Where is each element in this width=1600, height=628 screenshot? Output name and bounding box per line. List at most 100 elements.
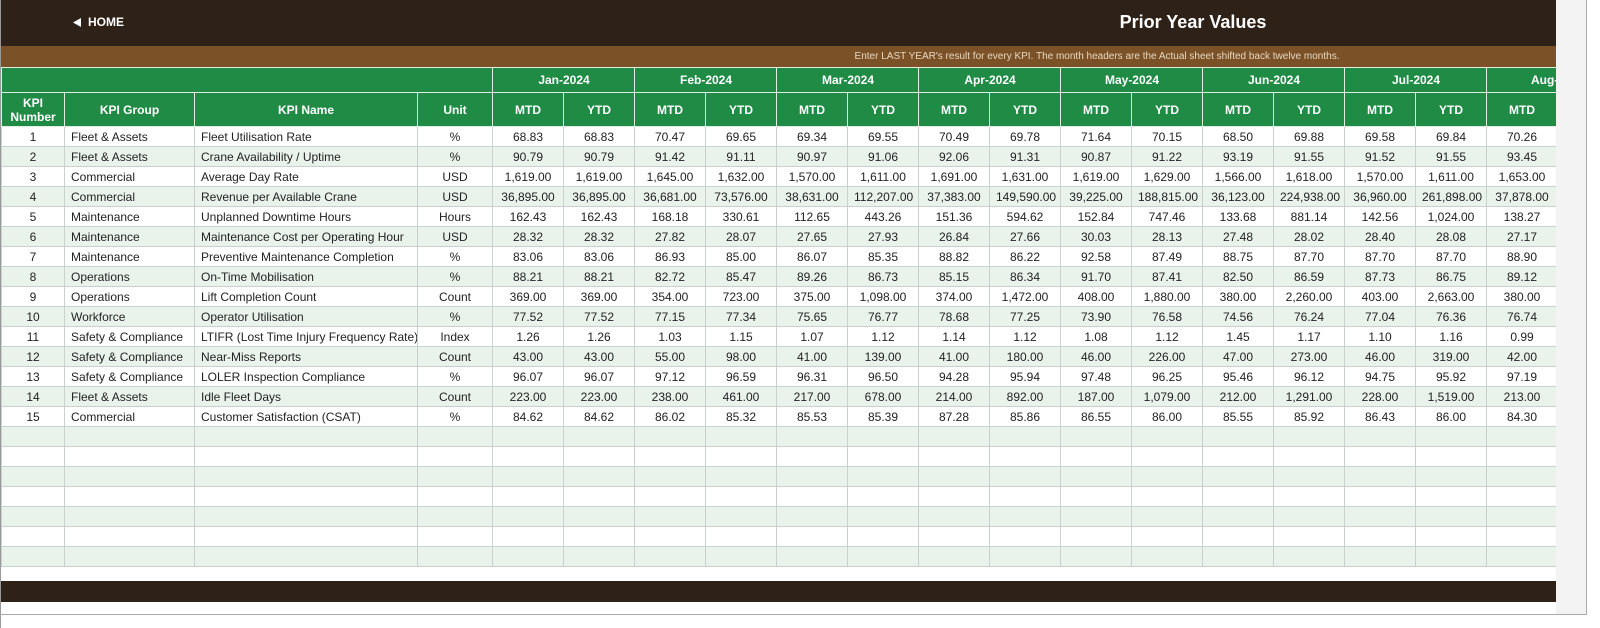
kpi-number: 12	[1, 346, 65, 367]
value-cell: 92.58	[1060, 246, 1132, 267]
value-cell: 83.06	[492, 246, 564, 267]
value-cell: 84.62	[563, 406, 635, 427]
kpi-group: Commercial	[64, 186, 195, 207]
empty-cell	[1415, 506, 1487, 527]
value-cell: 1,880.00	[1131, 286, 1203, 307]
value-cell: 47.00	[1202, 346, 1274, 367]
value-cell: 1.26	[563, 326, 635, 347]
empty-cell	[1344, 426, 1416, 447]
value-cell: 162.43	[492, 206, 564, 227]
value-cell: 1,570.00	[1344, 166, 1416, 187]
value-cell: 91.22	[1131, 146, 1203, 167]
value-cell: 98.00	[705, 346, 777, 367]
value-cell: 151.36	[918, 206, 990, 227]
empty-cell	[417, 466, 493, 487]
value-cell: 1.45	[1202, 326, 1274, 347]
value-cell: 408.00	[1060, 286, 1132, 307]
kpi-name: On-Time Mobilisation	[194, 266, 418, 287]
value-cell: 86.43	[1344, 406, 1416, 427]
value-cell: 71.64	[1060, 126, 1132, 147]
empty-cell	[563, 446, 635, 467]
period-header: MTD	[1344, 92, 1416, 127]
empty-cell	[1131, 446, 1203, 467]
value-cell: 69.55	[847, 126, 919, 147]
value-cell: 330.61	[705, 206, 777, 227]
value-cell: 68.83	[563, 126, 635, 147]
empty-cell	[1344, 466, 1416, 487]
empty-cell	[847, 506, 919, 527]
value-cell: 37,383.00	[918, 186, 990, 207]
value-cell: 76.77	[847, 306, 919, 327]
empty-cell	[918, 426, 990, 447]
value-cell: 1,618.00	[1273, 166, 1345, 187]
empty-cell	[705, 426, 777, 447]
empty-cell	[1060, 526, 1132, 547]
kpi-group: Maintenance	[64, 226, 195, 247]
empty-cell	[705, 466, 777, 487]
kpi-name: Idle Fleet Days	[194, 386, 418, 407]
period-header: YTD	[1273, 92, 1345, 127]
value-cell: 77.52	[563, 306, 635, 327]
value-cell: 87.49	[1131, 246, 1203, 267]
value-cell: 70.49	[918, 126, 990, 147]
value-cell: 403.00	[1344, 286, 1416, 307]
value-cell: 90.87	[1060, 146, 1132, 167]
value-cell: 97.12	[634, 366, 706, 387]
kpi-number: 7	[1, 246, 65, 267]
value-cell: 1,691.00	[918, 166, 990, 187]
value-cell: 76.58	[1131, 306, 1203, 327]
value-cell: 1,632.00	[705, 166, 777, 187]
value-cell: 594.62	[989, 206, 1061, 227]
empty-cell	[989, 466, 1061, 487]
value-cell: 139.00	[847, 346, 919, 367]
home-label[interactable]: HOME	[88, 15, 124, 29]
empty-cell	[989, 486, 1061, 507]
period-header: MTD	[1202, 92, 1274, 127]
empty-cell	[1202, 526, 1274, 547]
column-header: KPI Group	[64, 92, 195, 127]
value-cell: 75.65	[776, 306, 848, 327]
period-header: MTD	[1486, 92, 1556, 127]
empty-cell	[1273, 426, 1345, 447]
value-cell: 90.79	[563, 146, 635, 167]
empty-cell	[1486, 426, 1556, 447]
empty-cell	[1415, 486, 1487, 507]
empty-cell	[1273, 526, 1345, 547]
value-cell: 43.00	[563, 346, 635, 367]
value-cell: 369.00	[492, 286, 564, 307]
value-cell: 1.12	[989, 326, 1061, 347]
month-header: May-2024	[1060, 67, 1203, 93]
value-cell: 152.84	[1060, 206, 1132, 227]
home-button[interactable]: HOME	[73, 15, 124, 29]
empty-cell	[918, 446, 990, 467]
value-cell: 86.59	[1273, 266, 1345, 287]
empty-cell	[1131, 526, 1203, 547]
value-cell: 76.36	[1415, 306, 1487, 327]
value-cell: 87.28	[918, 406, 990, 427]
empty-cell	[989, 526, 1061, 547]
value-cell: 28.32	[563, 226, 635, 247]
value-cell: 39,225.00	[1060, 186, 1132, 207]
empty-cell	[1060, 446, 1132, 467]
value-cell: 96.25	[1131, 366, 1203, 387]
empty-cell	[1202, 546, 1274, 567]
kpi-group: Fleet & Assets	[64, 126, 195, 147]
kpi-number: 1	[1, 126, 65, 147]
value-cell: 85.86	[989, 406, 1061, 427]
empty-cell	[1060, 546, 1132, 567]
value-cell: 46.00	[1344, 346, 1416, 367]
empty-cell	[918, 506, 990, 527]
value-cell: 1,472.00	[989, 286, 1061, 307]
value-cell: 261,898.00	[1415, 186, 1487, 207]
value-cell: 162.43	[563, 206, 635, 227]
empty-cell	[776, 526, 848, 547]
month-header: Jul-2024	[1344, 67, 1487, 93]
kpi-group: Commercial	[64, 406, 195, 427]
empty-row	[1, 546, 1556, 567]
value-cell: 36,681.00	[634, 186, 706, 207]
empty-cell	[417, 506, 493, 527]
empty-cell	[1131, 546, 1203, 567]
page-title: Prior Year Values	[1119, 12, 1267, 32]
empty-cell	[1344, 526, 1416, 547]
value-cell: 28.07	[705, 226, 777, 247]
